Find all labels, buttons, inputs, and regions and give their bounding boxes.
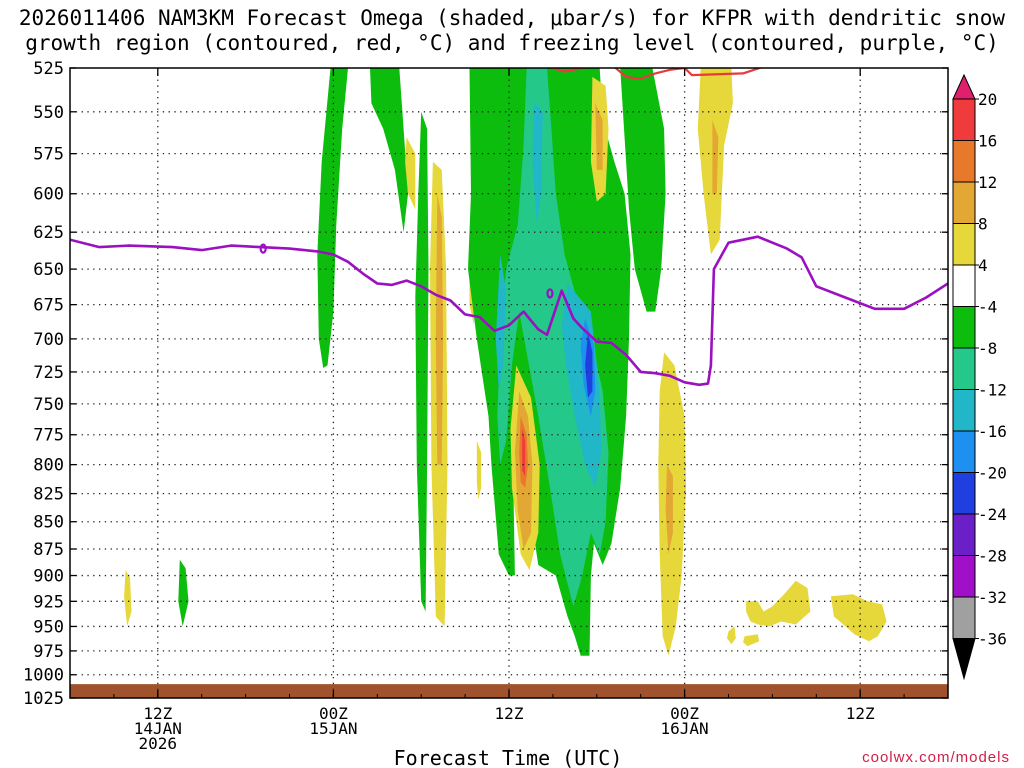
colorbar-swatch bbox=[952, 513, 976, 556]
omega-region-23 bbox=[595, 103, 603, 170]
colorbar-arrow-top bbox=[952, 73, 976, 100]
x-tick-label: 16JAN bbox=[661, 719, 709, 738]
chart-title-line-2: growth region (contoured, red, °C) and f… bbox=[25, 31, 999, 55]
colorbar-swatch bbox=[952, 555, 976, 598]
y-tick-label: 525 bbox=[33, 59, 64, 79]
omega-region-4 bbox=[405, 137, 416, 210]
site-credit: coolwx.com/models bbox=[862, 749, 1010, 766]
y-tick-label: 825 bbox=[33, 485, 64, 505]
y-tick-label: 775 bbox=[33, 426, 64, 446]
colorbar-label: -32 bbox=[978, 588, 1007, 607]
y-tick-label: 975 bbox=[33, 642, 64, 662]
colorbar-label: 16 bbox=[978, 132, 997, 151]
colorbar-label: -36 bbox=[978, 630, 1007, 649]
y-tick-label: 750 bbox=[33, 395, 64, 415]
omega-region-2 bbox=[317, 68, 348, 368]
omega-region-1 bbox=[124, 570, 132, 627]
colorbar-swatch bbox=[952, 596, 976, 639]
colorbar-label: -24 bbox=[978, 505, 1007, 524]
colorbar-swatch bbox=[952, 347, 976, 390]
chart-title-line-1: 2026011406 NAM3KM Forecast Omega (shaded… bbox=[18, 6, 1006, 30]
omega-region-0 bbox=[178, 559, 189, 627]
colorbar-label: -16 bbox=[978, 422, 1007, 441]
omega-region-10 bbox=[620, 68, 666, 312]
omega-region-16 bbox=[585, 332, 593, 398]
y-tick-label: 725 bbox=[33, 363, 64, 383]
x-axis-label: Forecast Time (UTC) bbox=[394, 746, 623, 768]
omega-region-25 bbox=[712, 120, 719, 194]
x-tick-label: 12Z bbox=[846, 704, 875, 723]
omega-region-21 bbox=[476, 440, 482, 500]
omega-region-29 bbox=[746, 580, 811, 627]
x-tick-label: 2026 bbox=[139, 734, 178, 753]
colorbar-swatch bbox=[952, 389, 976, 432]
omega-region-7 bbox=[435, 193, 444, 465]
omega-region-30 bbox=[743, 634, 760, 647]
x-tick-label: 00Z bbox=[670, 704, 699, 723]
colorbar-swatch bbox=[952, 430, 976, 473]
y-tick-label: 575 bbox=[33, 145, 64, 165]
colorbar-label: -12 bbox=[978, 381, 1007, 400]
y-tick-label: 600 bbox=[33, 185, 64, 205]
y-tick-label: 900 bbox=[33, 567, 64, 587]
omega-shaded-field bbox=[124, 68, 887, 656]
colorbar-swatch bbox=[952, 140, 976, 183]
y-tick-label: 925 bbox=[33, 592, 64, 612]
omega-region-5 bbox=[415, 111, 429, 612]
omega-region-28 bbox=[727, 626, 736, 645]
colorbar: 20 16 12 8 4 -4 -8 -12 -16 -20 -24 -28 -32 -36 bbox=[952, 73, 1007, 681]
colorbar-label: 20 bbox=[978, 90, 997, 109]
colorbar-swatch bbox=[952, 98, 976, 141]
y-tick-label: 1000 bbox=[23, 666, 64, 686]
y-tick-label: 1025 bbox=[23, 689, 64, 709]
y-tick-label: 650 bbox=[33, 260, 64, 280]
x-tick-label: 00Z bbox=[319, 704, 348, 723]
omega-region-14 bbox=[495, 254, 507, 392]
y-tick-label: 675 bbox=[33, 296, 64, 316]
y-tick-label: 700 bbox=[33, 330, 64, 350]
colorbar-label: 8 bbox=[978, 215, 988, 234]
freezing-level-contour bbox=[70, 235, 948, 387]
colorbar-swatch bbox=[952, 223, 976, 266]
omega-region-31 bbox=[830, 594, 887, 642]
omega-region-13 bbox=[561, 283, 602, 488]
colorbar-swatch bbox=[952, 306, 976, 349]
colorbar-label: 12 bbox=[978, 173, 997, 192]
y-tick-label: 800 bbox=[33, 456, 64, 476]
gridlines bbox=[70, 68, 948, 698]
x-tick-label: 12Z bbox=[143, 704, 172, 723]
omega-region-3 bbox=[370, 68, 408, 233]
colorbar-swatch bbox=[952, 264, 976, 307]
colorbar-arrow-bottom bbox=[952, 638, 976, 681]
y-tick-label: 875 bbox=[33, 540, 64, 560]
colorbar-label: -28 bbox=[978, 547, 1007, 566]
colorbar-label: -8 bbox=[978, 339, 997, 358]
colorbar-label: -4 bbox=[978, 298, 997, 317]
colorbar-swatch bbox=[952, 181, 976, 224]
freezing-level-label-mark bbox=[546, 288, 554, 299]
omega-region-27 bbox=[665, 464, 673, 555]
colorbar-swatch bbox=[952, 472, 976, 515]
y-tick-label: 950 bbox=[33, 617, 64, 637]
y-tick-label: 625 bbox=[33, 223, 64, 243]
colorbar-label: -20 bbox=[978, 464, 1007, 483]
x-tick-label: 12Z bbox=[495, 704, 524, 723]
omega-region-11 bbox=[497, 68, 609, 607]
axes: 525 550 575 600 625 650 675 700 725 750 775 800 825 8… bbox=[23, 59, 949, 753]
y-tick-label: 550 bbox=[33, 103, 64, 123]
x-tick-label: 14JAN bbox=[134, 719, 182, 738]
freezing-level-label-mark bbox=[259, 243, 267, 254]
colorbar-label: 4 bbox=[978, 256, 988, 275]
x-tick-label: 15JAN bbox=[309, 719, 357, 738]
y-tick-label: 850 bbox=[33, 513, 64, 533]
